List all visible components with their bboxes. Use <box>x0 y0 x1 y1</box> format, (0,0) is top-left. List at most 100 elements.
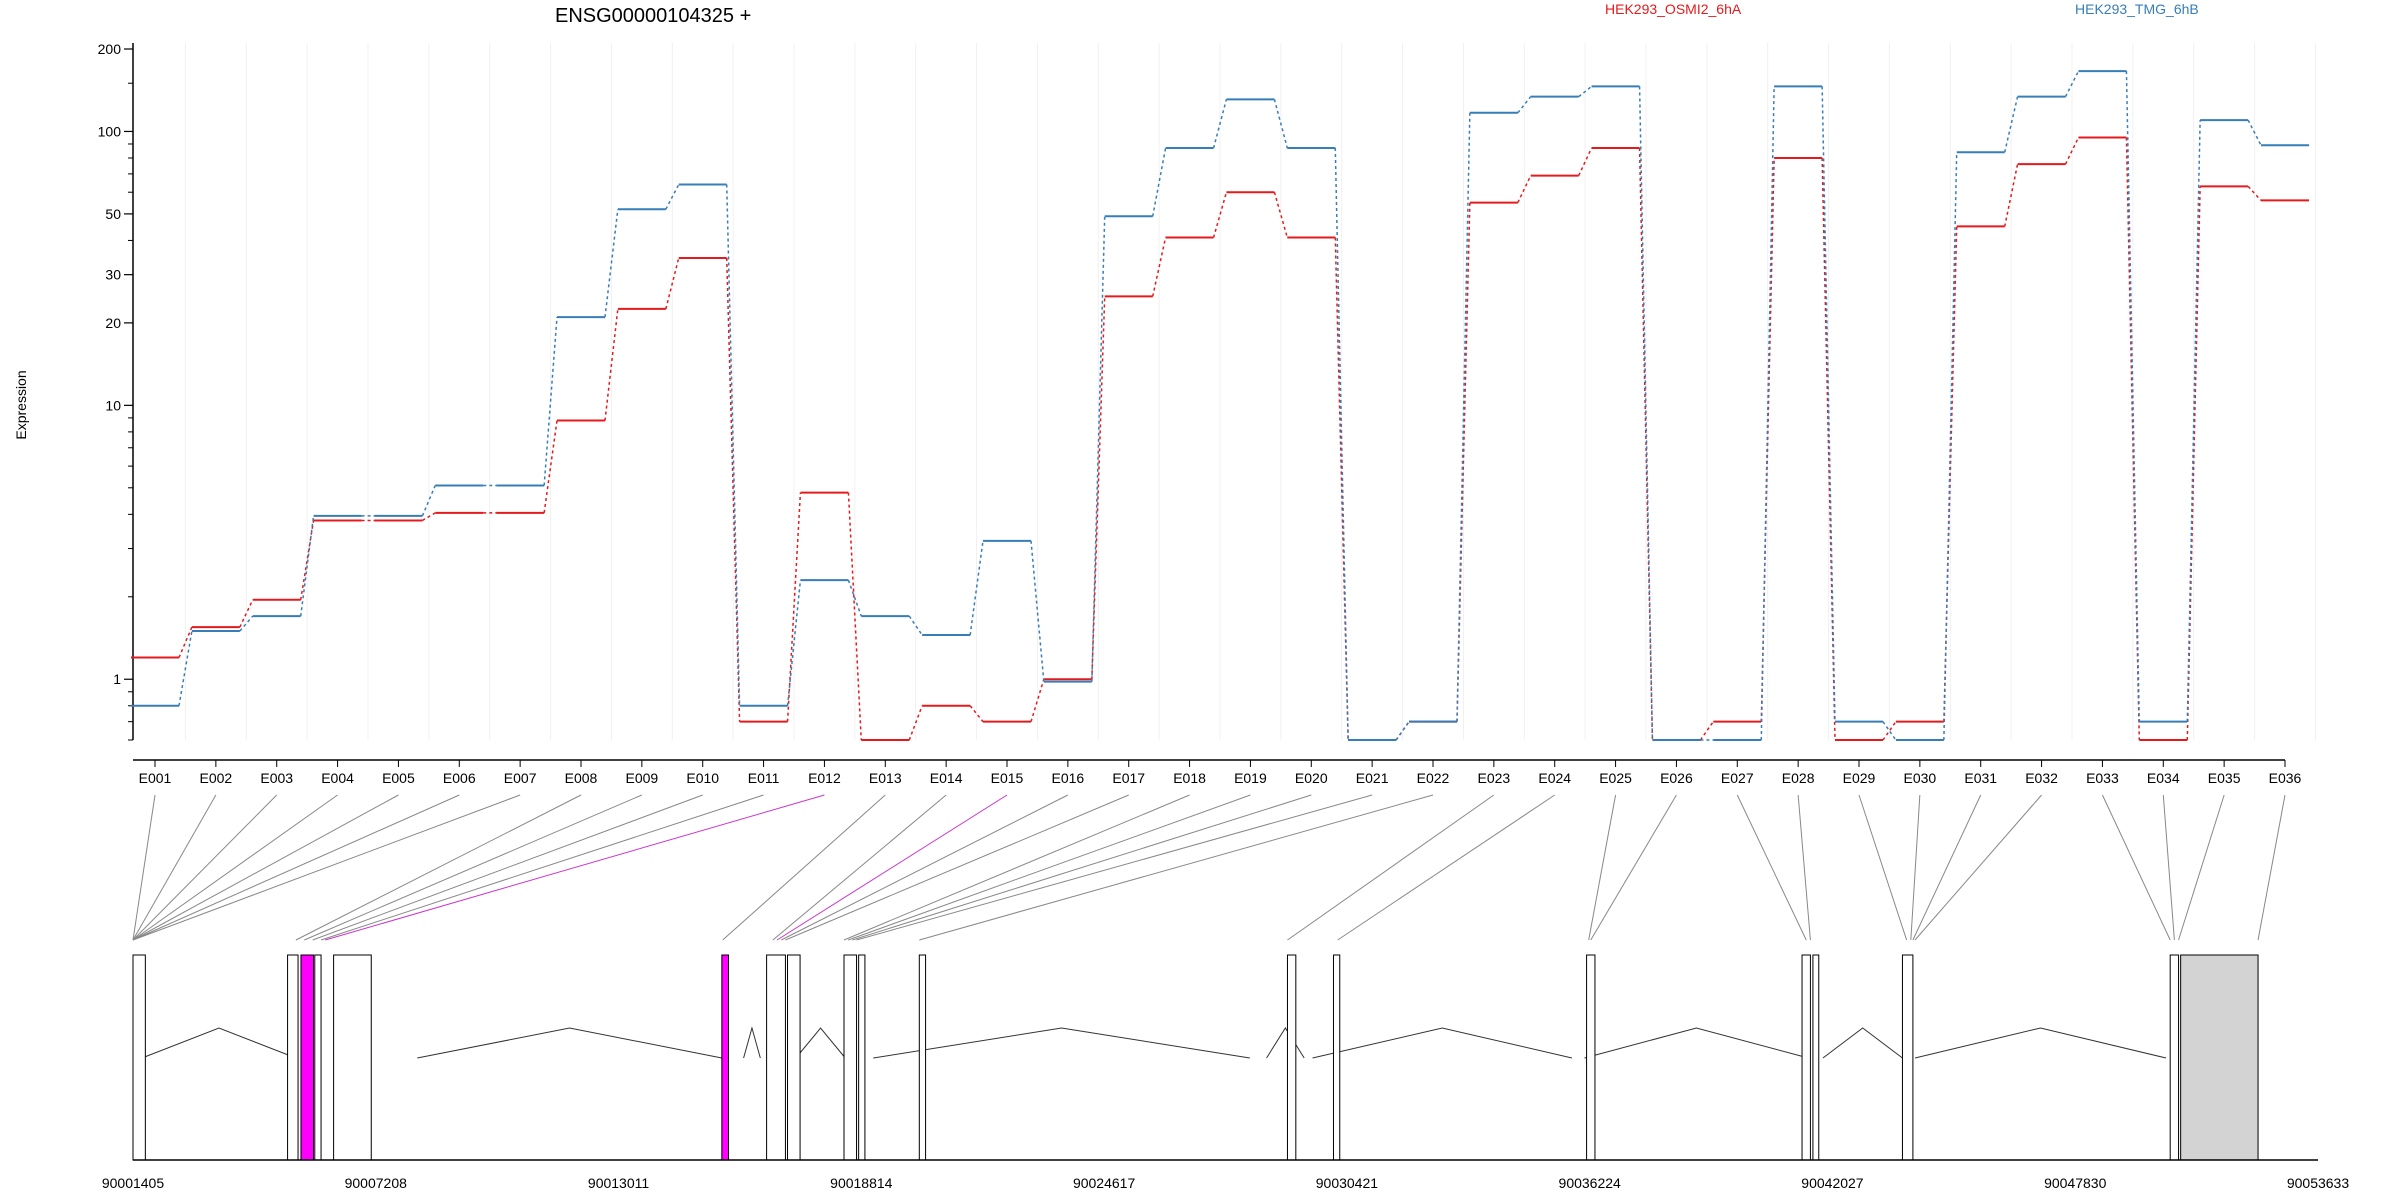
exon-connector <box>1590 794 1677 941</box>
x-tick-label: E003 <box>260 770 293 786</box>
exon-connector <box>312 794 703 941</box>
exon-connector <box>843 794 1190 941</box>
exon-connectors <box>132 794 2286 941</box>
legend-series-2: HEK293_TMG_6hB <box>2075 1 2199 17</box>
y-tick-label: 20 <box>105 315 121 331</box>
series-connector <box>969 540 984 636</box>
exon-connector <box>132 794 399 941</box>
exon-connector <box>304 794 643 941</box>
x-tick-label: E011 <box>748 770 780 786</box>
y-tick-label: 30 <box>105 267 121 283</box>
x-tick-label: E036 <box>2269 770 2302 786</box>
series-connector <box>178 630 193 706</box>
y-tick-label: 10 <box>105 397 121 413</box>
exon-connector <box>132 794 156 941</box>
series-connector <box>786 492 802 722</box>
exon-box <box>1286 954 1297 1161</box>
exon-box <box>1332 954 1341 1161</box>
intron-line <box>1914 1027 2167 1059</box>
genomic-tick-label: 90042027 <box>1801 1175 1864 1191</box>
exon-box <box>858 954 866 1161</box>
x-tick-label: E027 <box>1721 770 1754 786</box>
series-connector <box>847 492 863 741</box>
series-connector <box>1091 296 1106 680</box>
exon-connector <box>1287 794 1495 941</box>
exon-connector <box>1797 794 1811 941</box>
series-connector <box>1151 237 1167 297</box>
series-connector <box>2064 137 2080 165</box>
exon-connector <box>2101 794 2171 941</box>
series-connector <box>1699 721 1714 741</box>
exon-connector <box>722 794 886 941</box>
series-connector <box>1760 157 1775 722</box>
series-connector <box>665 184 680 210</box>
series-connector <box>908 615 923 636</box>
x-tick-label: E032 <box>2025 770 2058 786</box>
exon-box <box>787 954 801 1161</box>
series-connector <box>1943 152 1958 741</box>
series-connector <box>847 579 862 617</box>
x-tick-label: E035 <box>2208 770 2241 786</box>
series-connector <box>2064 70 2080 97</box>
legend-series-1: HEK293_OSMI2_6hA <box>1605 1 1742 17</box>
exon-connector <box>132 794 338 941</box>
exon-box <box>843 954 858 1161</box>
series-connector <box>1273 192 1289 238</box>
series-connector <box>299 515 315 617</box>
series-connector <box>1821 86 1836 722</box>
intron-line <box>1822 1027 1903 1059</box>
series-connector <box>239 599 254 628</box>
genomic-tick-label: 90053633 <box>2287 1175 2350 1191</box>
exon-connector <box>1337 794 1555 941</box>
series-connector <box>1578 147 1593 176</box>
exon-connector <box>132 794 521 941</box>
x-tick-label: E031 <box>1964 770 1997 786</box>
highlighted-exon <box>300 954 315 1161</box>
genomic-tick-label: 90013011 <box>588 1175 649 1191</box>
x-tick-label: E015 <box>991 770 1024 786</box>
x-tick-label: E008 <box>565 770 598 786</box>
series-connector <box>422 512 436 522</box>
x-tick-label: E018 <box>1173 770 1206 786</box>
x-tick-label: E019 <box>1234 770 1267 786</box>
genomic-tick-label: 90036224 <box>1559 1175 1622 1191</box>
x-tick-label: E004 <box>321 770 354 786</box>
intron-line <box>1266 1027 1305 1059</box>
exon-connector <box>132 794 460 941</box>
x-tick-label: E013 <box>869 770 902 786</box>
highlighted-exon <box>721 954 730 1161</box>
genomic-tick-label: 90001405 <box>102 1175 165 1191</box>
x-tick-label: E029 <box>1843 770 1876 786</box>
x-tick-label: E012 <box>808 770 841 786</box>
x-tick-label: E020 <box>1295 770 1328 786</box>
series-2 <box>131 70 2309 741</box>
exon-box <box>1586 954 1596 1161</box>
series-connector <box>725 184 741 706</box>
y-tick-label: 1 <box>113 671 121 687</box>
x-tick-label: E014 <box>930 770 963 786</box>
series-connector <box>1578 85 1593 98</box>
intron-line <box>1312 1027 1573 1059</box>
series-connector <box>2125 71 2141 722</box>
exon-box <box>333 954 372 1161</box>
x-tick-label: E005 <box>382 770 415 786</box>
x-tick-label: E016 <box>1052 770 1085 786</box>
series-connector <box>2125 137 2141 741</box>
exon-connector <box>1910 794 1921 941</box>
x-tick-label: E017 <box>1112 770 1145 786</box>
exon-box <box>1801 954 1811 1161</box>
x-tick-label: E006 <box>443 770 476 786</box>
x-tick-label: E030 <box>1904 770 1937 786</box>
genomic-tick-label: 90030421 <box>1316 1175 1379 1191</box>
exon-connector <box>852 794 1312 941</box>
exon-connector <box>781 794 1069 941</box>
series-connector <box>1821 157 1836 741</box>
genomic-tick-label: 90007208 <box>345 1175 408 1191</box>
exon-box <box>766 954 786 1161</box>
x-tick-label: E028 <box>1782 770 1815 786</box>
exon-connector <box>320 794 764 941</box>
exon-connector <box>2178 794 2225 941</box>
grid <box>184 43 2316 740</box>
series-connector <box>1760 86 1775 741</box>
